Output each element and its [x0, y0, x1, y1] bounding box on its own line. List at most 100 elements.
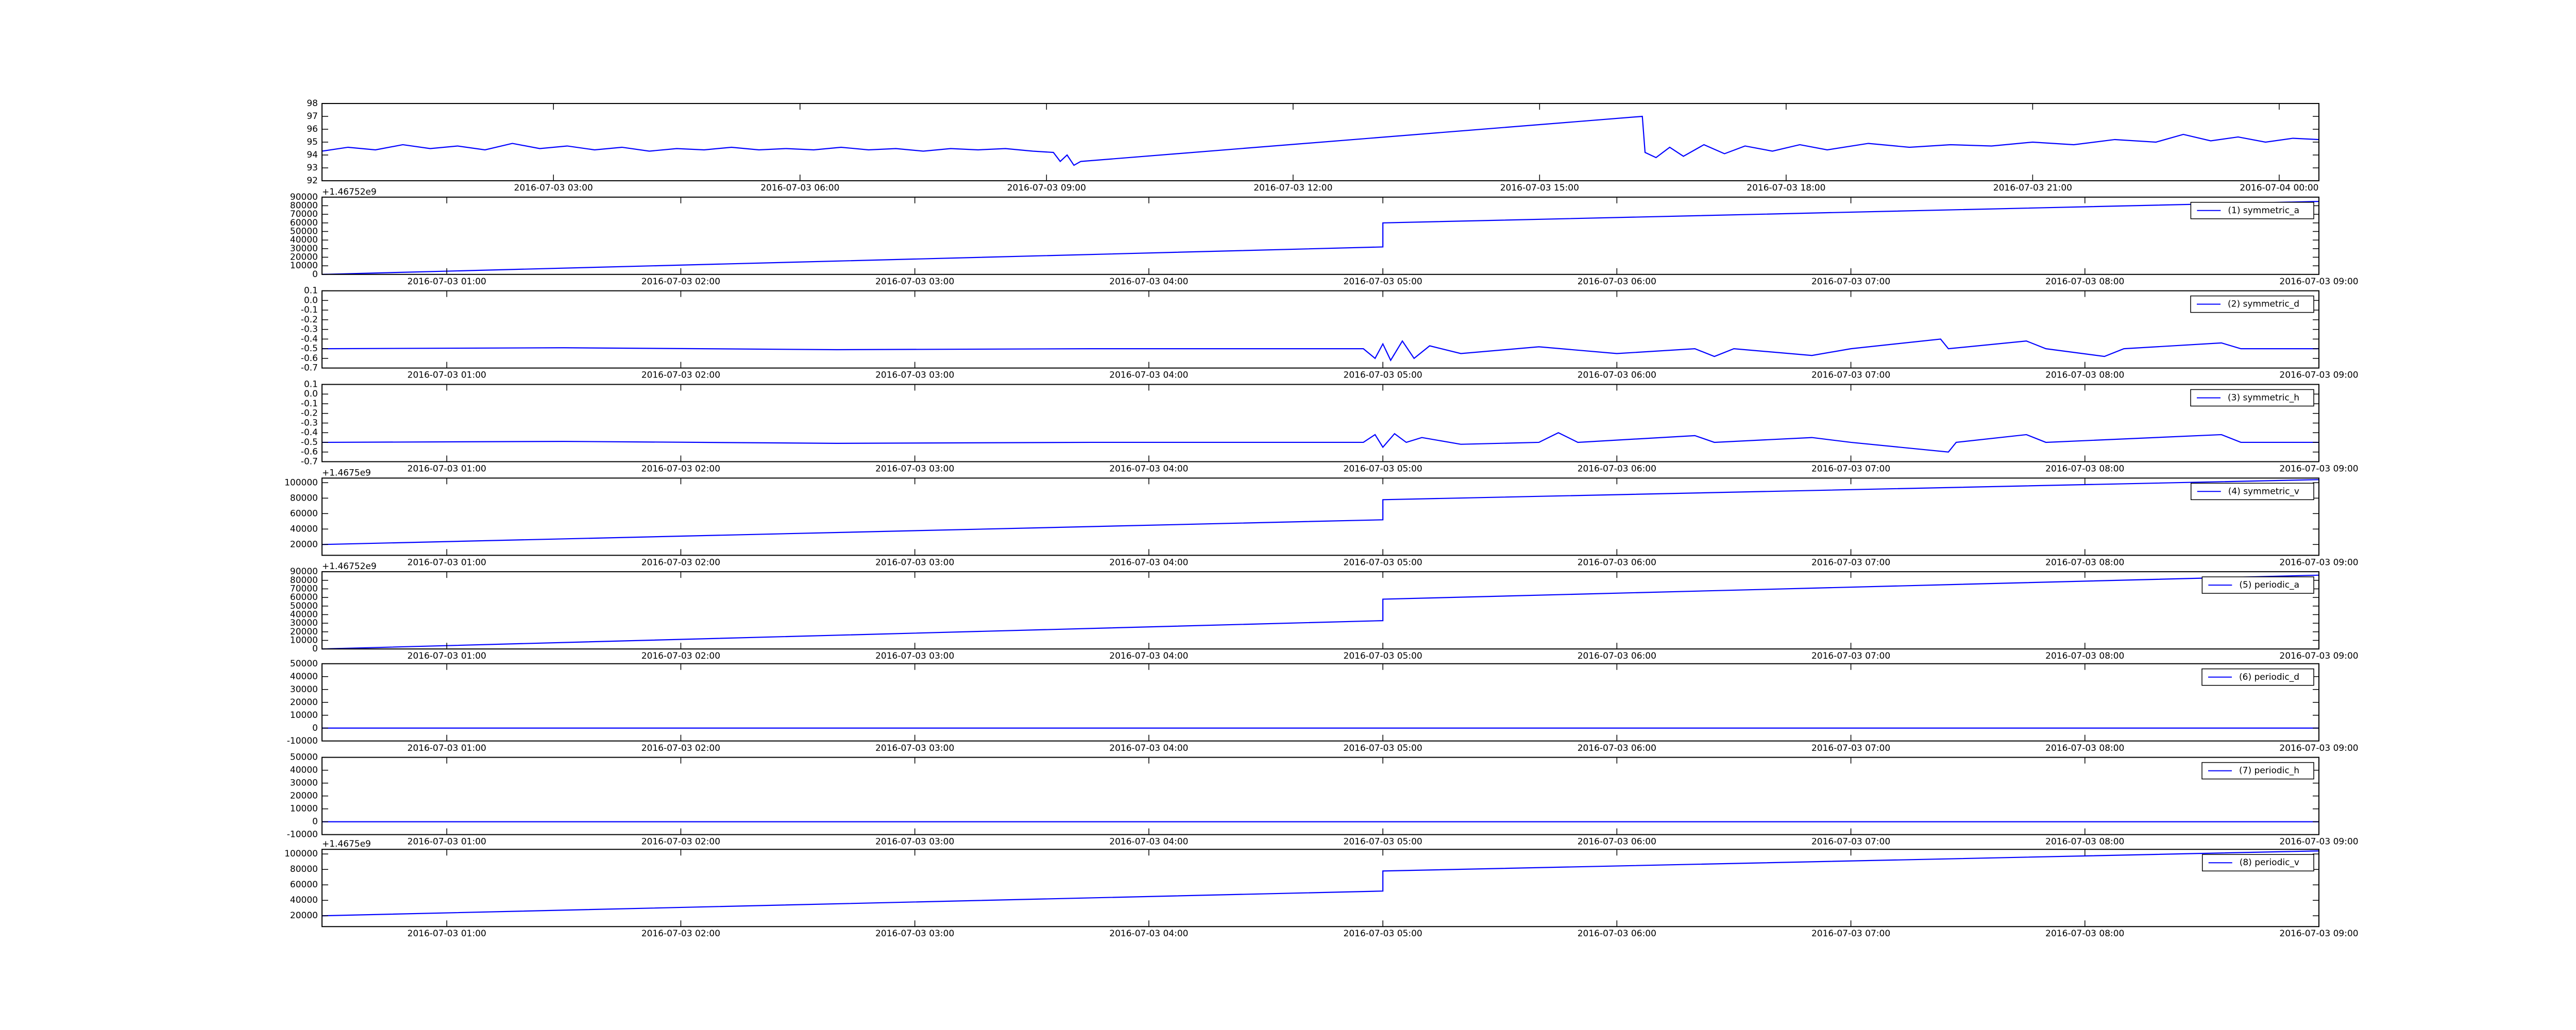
- y-tick-label: -10000: [287, 830, 318, 840]
- y-tick-label: 20000: [290, 911, 318, 921]
- x-tick-label: 2016-07-03 08:00: [2045, 277, 2124, 287]
- y-tick-label: 30000: [290, 244, 318, 254]
- x-tick-label: 2016-07-03 04:00: [1109, 837, 1188, 847]
- y-tick-label: 20000: [290, 791, 318, 801]
- y-tick-label: 40000: [290, 609, 318, 620]
- x-tick-label: 2016-07-03 09:00: [2279, 929, 2358, 939]
- y-tick-label: 97: [307, 111, 318, 122]
- y-tick-label: 100000: [284, 849, 318, 859]
- x-tick-label: 2016-07-03 07:00: [1811, 370, 1890, 381]
- x-tick-label: 2016-07-03 04:00: [1109, 651, 1188, 661]
- x-tick-label: 2016-07-03 09:00: [2279, 743, 2358, 753]
- y-tick-label: 40000: [290, 235, 318, 245]
- x-tick-label: 2016-07-03 06:00: [760, 183, 839, 193]
- y-tick-label: 0.0: [304, 389, 318, 399]
- y-tick-label: 60000: [290, 218, 318, 228]
- legend-label: (7) periodic_h: [2239, 766, 2299, 776]
- x-tick-label: 2016-07-03 02:00: [641, 929, 720, 939]
- y-tick-label: 0: [312, 269, 318, 280]
- offset-text: +1.46752e9: [322, 187, 377, 197]
- y-tick-label: 10000: [290, 710, 318, 720]
- y-tick-label: 20000: [290, 252, 318, 262]
- data-line: [321, 115, 2319, 166]
- x-tick-label: 2016-07-03 01:00: [408, 651, 486, 661]
- x-tick-label: 2016-07-03 07:00: [1811, 464, 1890, 474]
- offset-text: +1.4675e9: [322, 468, 371, 478]
- x-tick-label: 2016-07-03 06:00: [1578, 557, 1656, 568]
- x-tick-label: 2016-07-03 04:00: [1109, 929, 1188, 939]
- y-tick-label: 80000: [290, 200, 318, 211]
- y-tick-label: 50000: [290, 601, 318, 611]
- x-tick-label: 2016-07-03 04:00: [1109, 464, 1188, 474]
- y-tick-label: -0.1: [301, 399, 318, 409]
- legend-label: (3) symmetric_h: [2228, 392, 2299, 403]
- y-tick-label: 93: [307, 163, 318, 173]
- x-tick-label: 2016-07-03 09:00: [2279, 837, 2358, 847]
- x-tick-label: 2016-07-03 08:00: [2045, 557, 2124, 568]
- y-tick-label: -0.3: [301, 418, 318, 428]
- data-line: [321, 432, 2319, 453]
- x-tick-label: 2016-07-03 08:00: [2045, 929, 2124, 939]
- y-tick-label: 40000: [290, 524, 318, 534]
- legend-box: [2190, 389, 2314, 407]
- legend-label: (2) symmetric_d: [2228, 299, 2299, 310]
- y-tick-label: -0.2: [301, 408, 318, 419]
- y-tick-label: 10000: [290, 635, 318, 645]
- y-tick-label: 20000: [290, 627, 318, 637]
- axes-frame: [321, 571, 2319, 650]
- x-tick-label: 2016-07-03 03:00: [875, 743, 954, 753]
- x-tick-label: 2016-07-03 05:00: [1344, 557, 1422, 568]
- data-line: [321, 850, 2319, 917]
- y-tick-label: 90000: [290, 192, 318, 202]
- x-tick-label: 2016-07-03 09:00: [2279, 651, 2358, 661]
- axes-frame: [321, 384, 2319, 462]
- x-tick-label: 2016-07-03 09:00: [2279, 464, 2358, 474]
- x-tick-label: 2016-07-03 03:00: [875, 370, 954, 381]
- axes-frame: [321, 196, 2319, 275]
- x-tick-label: 2016-07-03 08:00: [2045, 370, 2124, 381]
- x-tick-label: 2016-07-03 01:00: [408, 929, 486, 939]
- y-tick-label: -0.5: [301, 437, 318, 448]
- y-tick-label: 80000: [290, 864, 318, 874]
- y-tick-label: 92: [307, 176, 318, 186]
- y-tick-label: -0.7: [301, 456, 318, 467]
- x-tick-label: 2016-07-03 03:00: [875, 557, 954, 568]
- x-tick-label: 2016-07-03 01:00: [408, 743, 486, 753]
- data-line: [321, 338, 2319, 362]
- y-tick-label: 95: [307, 137, 318, 147]
- axes-frame: [321, 757, 2319, 835]
- y-tick-label: 70000: [290, 583, 318, 594]
- y-tick-label: 80000: [290, 575, 318, 586]
- y-tick-label: 30000: [290, 778, 318, 788]
- y-tick-label: 96: [307, 124, 318, 134]
- x-tick-label: 2016-07-03 06:00: [1578, 837, 1656, 847]
- x-tick-label: 2016-07-03 05:00: [1344, 651, 1422, 661]
- x-tick-label: 2016-07-03 06:00: [1578, 464, 1656, 474]
- x-tick-label: 2016-07-03 07:00: [1811, 557, 1890, 568]
- x-tick-label: 2016-07-03 04:00: [1109, 370, 1188, 381]
- y-tick-label: 0.0: [304, 295, 318, 305]
- y-tick-label: 40000: [290, 895, 318, 905]
- axes-frame: [321, 849, 2319, 928]
- y-tick-label: -0.6: [301, 353, 318, 364]
- y-tick-label: 50000: [290, 226, 318, 236]
- x-tick-label: 2016-07-03 03:00: [875, 929, 954, 939]
- x-tick-label: 2016-07-03 02:00: [641, 370, 720, 381]
- y-tick-label: 50000: [290, 752, 318, 763]
- y-tick-label: 60000: [290, 880, 318, 890]
- legend-label: (4) symmetric_v: [2228, 486, 2299, 496]
- x-tick-label: 2016-07-03 03:00: [875, 837, 954, 847]
- data-line: [321, 201, 2319, 275]
- y-tick-label: 60000: [290, 592, 318, 603]
- x-tick-label: 2016-07-03 15:00: [1500, 183, 1579, 193]
- x-tick-label: 2016-07-03 02:00: [641, 651, 720, 661]
- axes-frame: [321, 102, 2319, 181]
- x-tick-label: 2016-07-03 09:00: [2279, 277, 2358, 287]
- data-line: [321, 479, 2319, 545]
- y-tick-label: 10000: [290, 804, 318, 814]
- x-tick-label: 2016-07-03 05:00: [1344, 929, 1422, 939]
- x-tick-label: 2016-07-03 02:00: [641, 743, 720, 753]
- y-tick-label: -0.3: [301, 324, 318, 335]
- x-tick-label: 2016-07-03 09:00: [2279, 557, 2358, 568]
